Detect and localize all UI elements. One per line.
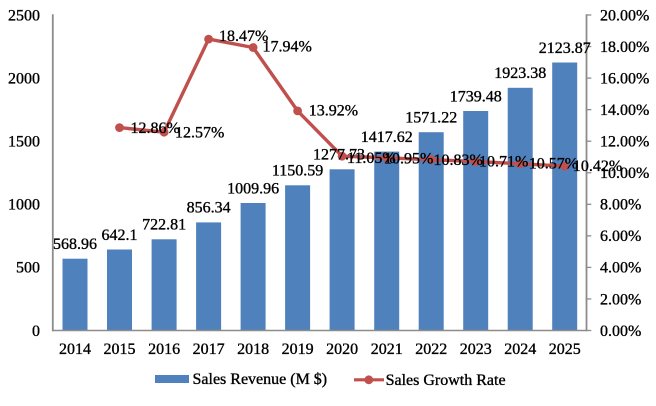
svg-text:11.05%: 11.05% — [347, 150, 396, 167]
svg-text:1500: 1500 — [8, 134, 40, 151]
svg-text:500: 500 — [16, 260, 40, 277]
svg-text:2021: 2021 — [371, 341, 403, 358]
svg-text:1000: 1000 — [8, 197, 40, 214]
svg-text:4.00%: 4.00% — [600, 260, 641, 277]
svg-text:1009.96: 1009.96 — [227, 180, 279, 197]
svg-text:2123.87: 2123.87 — [539, 40, 591, 57]
svg-text:1923.38: 1923.38 — [494, 65, 546, 82]
svg-text:2018: 2018 — [237, 341, 269, 358]
svg-text:856.34: 856.34 — [187, 200, 231, 217]
svg-text:10.57%: 10.57% — [529, 155, 578, 172]
svg-text:10.42%: 10.42% — [573, 158, 622, 175]
svg-text:2020: 2020 — [326, 341, 358, 358]
svg-text:2024: 2024 — [504, 341, 536, 358]
svg-text:18.00%: 18.00% — [600, 39, 649, 56]
svg-text:1277.73: 1277.73 — [313, 147, 365, 164]
svg-text:0: 0 — [32, 323, 40, 340]
svg-text:10.95%: 10.95% — [384, 150, 433, 167]
svg-text:14.00%: 14.00% — [600, 102, 649, 119]
svg-text:2019: 2019 — [282, 341, 314, 358]
svg-text:18.47%: 18.47% — [219, 28, 268, 45]
svg-text:1739.48: 1739.48 — [450, 88, 502, 105]
svg-text:2025: 2025 — [549, 341, 581, 358]
svg-text:2017: 2017 — [193, 341, 225, 358]
svg-text:16.00%: 16.00% — [600, 70, 649, 87]
svg-text:0.00%: 0.00% — [600, 323, 641, 340]
svg-text:2500: 2500 — [8, 7, 40, 24]
svg-text:Sales Revenue (M $): Sales Revenue (M $) — [193, 371, 328, 388]
svg-text:12.57%: 12.57% — [175, 125, 224, 142]
svg-text:1571.22: 1571.22 — [405, 110, 457, 127]
svg-text:13.92%: 13.92% — [309, 103, 358, 120]
svg-text:2014: 2014 — [59, 341, 91, 358]
svg-text:1417.62: 1417.62 — [361, 129, 413, 146]
svg-text:2.00%: 2.00% — [600, 291, 641, 308]
svg-text:12.86%: 12.86% — [131, 120, 180, 137]
svg-text:6.00%: 6.00% — [600, 228, 641, 245]
svg-text:1150.59: 1150.59 — [272, 163, 323, 180]
svg-text:2022: 2022 — [415, 341, 447, 358]
svg-text:2015: 2015 — [104, 341, 136, 358]
svg-text:568.96: 568.96 — [53, 236, 97, 253]
svg-text:722.81: 722.81 — [142, 217, 186, 234]
svg-text:2000: 2000 — [8, 70, 40, 87]
svg-text:642.1: 642.1 — [102, 227, 138, 244]
svg-text:17.94%: 17.94% — [263, 38, 312, 55]
svg-text:12.00%: 12.00% — [600, 134, 649, 151]
svg-text:2023: 2023 — [460, 341, 492, 358]
svg-text:2016: 2016 — [148, 341, 180, 358]
svg-text:Sales Growth Rate: Sales Growth Rate — [386, 372, 506, 389]
svg-text:10.71%: 10.71% — [479, 154, 528, 171]
svg-text:10.83%: 10.83% — [434, 152, 483, 169]
svg-text:8.00%: 8.00% — [600, 197, 641, 214]
svg-text:20.00%: 20.00% — [600, 7, 649, 24]
svg-text:10.00%: 10.00% — [600, 165, 649, 182]
